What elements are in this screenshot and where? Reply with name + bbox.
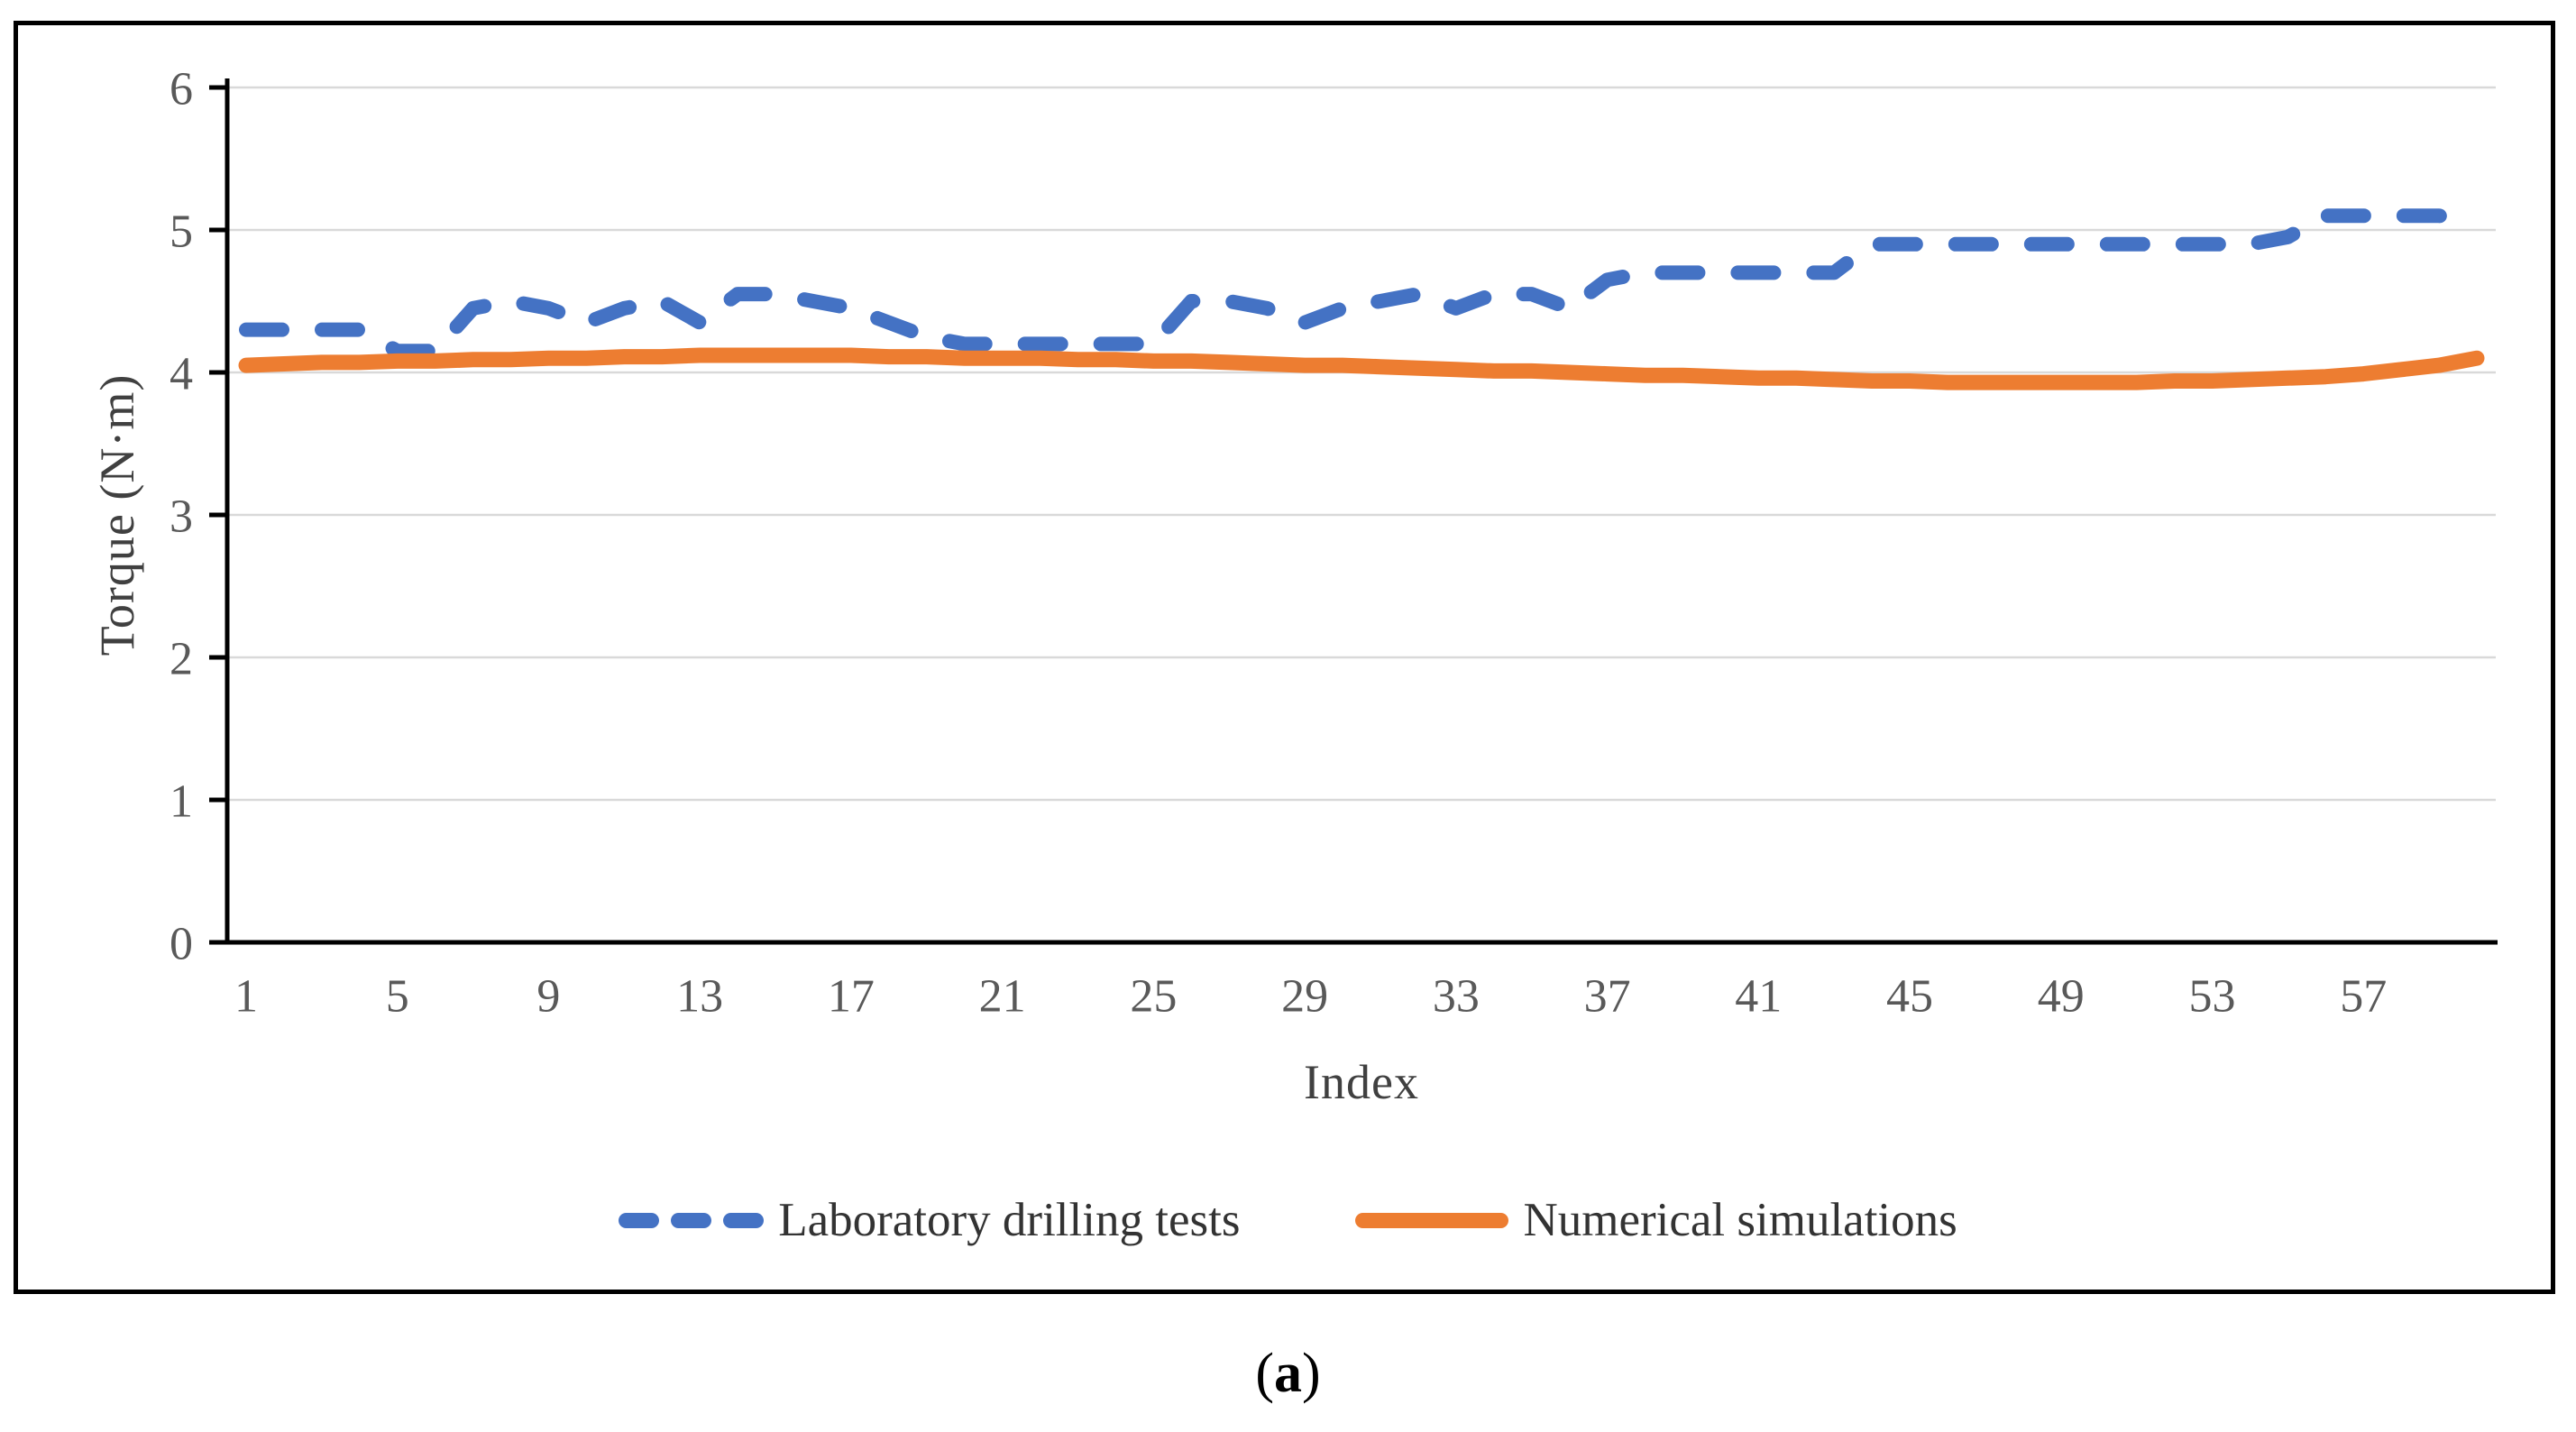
x-tick-label: 29 xyxy=(1281,971,1328,1023)
y-tick-label: 6 xyxy=(170,64,193,115)
x-axis-title: Index xyxy=(1304,1055,1419,1109)
legend-item-numerical-simulations: Numerical simulations xyxy=(1355,1193,1957,1247)
x-tick-label: 49 xyxy=(2038,971,2085,1023)
y-tick-label: 1 xyxy=(170,776,193,828)
series-line-numerical-simulations xyxy=(238,347,2485,390)
x-tick-label: 17 xyxy=(828,971,875,1023)
chart-legend: Laboratory drilling tests Numerical simu… xyxy=(0,1189,2576,1252)
solid-line-swatch-icon xyxy=(1355,1212,1509,1228)
y-axis-title: Torque (N·m) xyxy=(90,373,144,656)
legend-label: Numerical simulations xyxy=(1523,1194,1957,1246)
caption-paren: ) xyxy=(1302,1343,1321,1404)
y-tick-label: 4 xyxy=(170,349,193,400)
x-tick-label: 25 xyxy=(1130,971,1177,1023)
x-tick-label: 9 xyxy=(536,971,560,1023)
y-tick-label: 5 xyxy=(170,207,193,258)
dashed-line-swatch-icon xyxy=(619,1212,765,1228)
figure-border xyxy=(14,21,2555,1294)
caption-paren: ( xyxy=(1255,1343,1274,1404)
x-tick-label: 41 xyxy=(1735,971,1782,1023)
y-tick-label: 0 xyxy=(170,919,193,970)
x-tick-label: 37 xyxy=(1584,971,1631,1023)
y-tick-label: 3 xyxy=(170,491,193,543)
x-tick-label: 21 xyxy=(979,971,1026,1023)
x-tick-label: 33 xyxy=(1433,971,1480,1023)
series-line-laboratory-drilling-tests xyxy=(239,208,2484,359)
x-tick-label: 13 xyxy=(676,971,723,1023)
subfigure-caption: (a) xyxy=(0,1345,2576,1401)
x-tick-label: 45 xyxy=(1886,971,1933,1023)
legend-item-laboratory-drilling-tests: Laboratory drilling tests xyxy=(619,1193,1240,1247)
x-tick-label: 57 xyxy=(2340,971,2387,1023)
legend-label: Laboratory drilling tests xyxy=(778,1194,1241,1246)
x-tick-label: 53 xyxy=(2189,971,2236,1023)
x-tick-label: 1 xyxy=(234,971,258,1023)
caption-letter: a xyxy=(1274,1343,1302,1404)
y-tick-label: 2 xyxy=(170,634,193,685)
x-tick-label: 5 xyxy=(386,971,409,1023)
